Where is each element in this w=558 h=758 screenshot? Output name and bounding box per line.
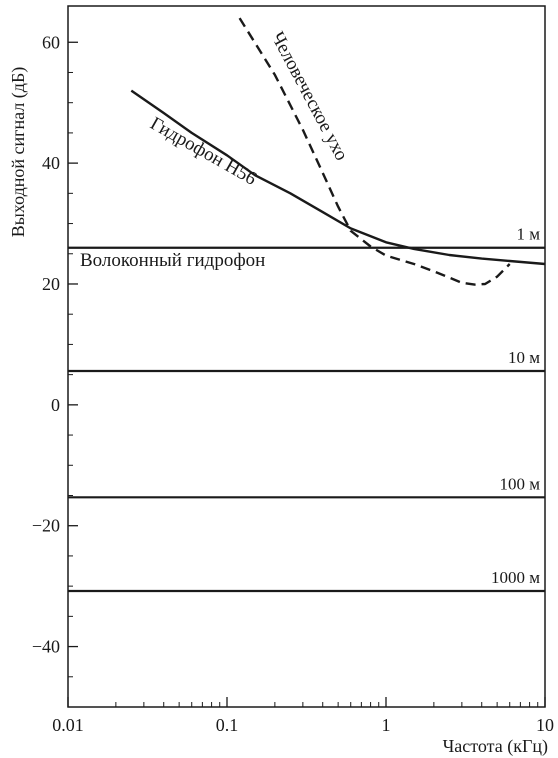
fiber-hydrophone-label: Волоконный гидрофон: [80, 250, 265, 271]
reference-line-label: 100 м: [499, 474, 540, 493]
reference-line-label: 1 м: [516, 225, 540, 244]
x-tick-label: 0.1: [216, 715, 239, 735]
y-tick-label: 40: [42, 153, 60, 173]
reference-line-label: 1000 м: [491, 568, 540, 587]
y-tick-label: 60: [42, 32, 60, 52]
x-tick-label: 10: [536, 715, 554, 735]
x-tick-label: 1: [382, 715, 391, 735]
x-axis-label: Частота (кГц): [443, 736, 548, 757]
y-axis-label: Выходной сигнал (дБ): [8, 67, 29, 238]
ear-label: Человеческое ухо: [267, 28, 352, 164]
x-tick-label: 0.01: [52, 715, 84, 735]
ear-curve: [238, 17, 511, 286]
hydrophone-label: Гидрофон Н56: [147, 113, 261, 190]
y-tick-label: 20: [42, 274, 60, 294]
hydrophone-curve: [130, 89, 546, 266]
plot-frame: [67, 5, 546, 708]
reference-line-label: 10 м: [508, 348, 540, 367]
y-tick-label: −40: [32, 637, 60, 657]
y-tick-label: −20: [32, 516, 60, 536]
y-tick-label: 0: [51, 395, 60, 415]
